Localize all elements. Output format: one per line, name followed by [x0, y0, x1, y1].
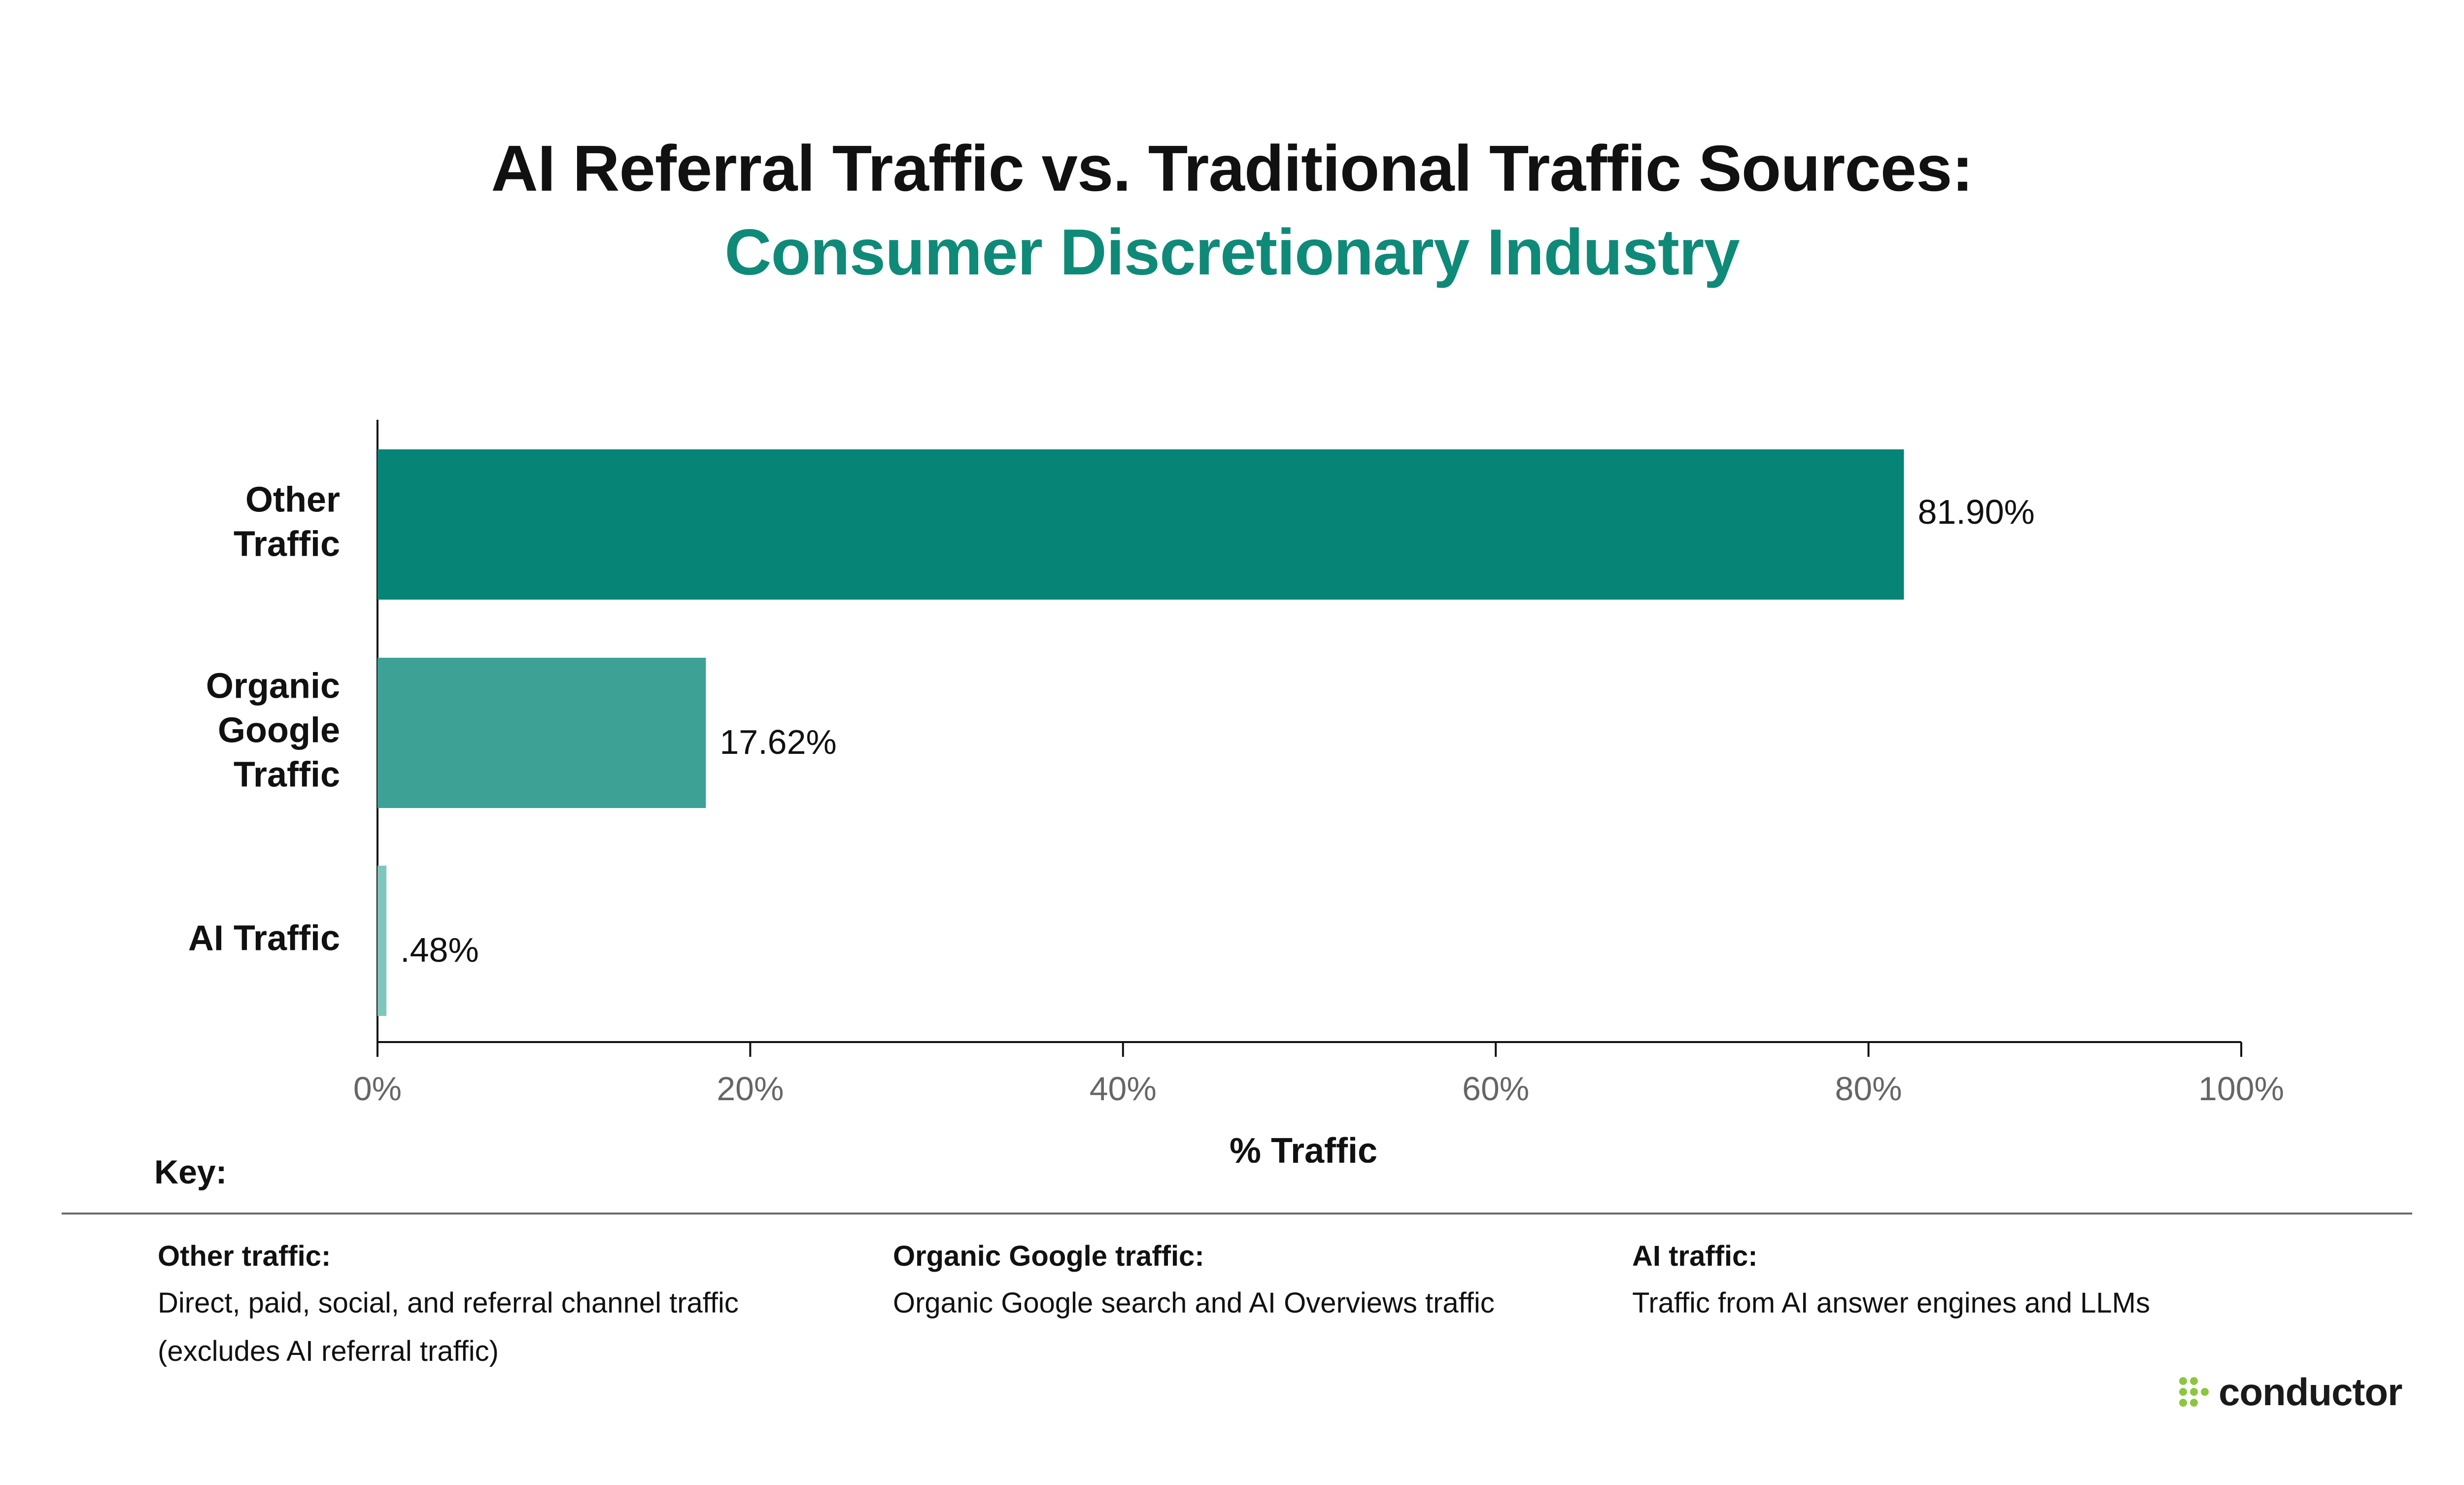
key-divider [62, 1213, 2412, 1215]
key-desc-ai: Traffic from AI answer engines and LLMs [1632, 1287, 2150, 1319]
category-label: Organic Google Traffic [206, 667, 340, 795]
bar [377, 866, 387, 1016]
x-tick-label: 80% [1835, 1070, 1902, 1108]
logo-text: conductor [2219, 1370, 2402, 1414]
x-axis-title: % Traffic [1230, 1131, 1377, 1163]
x-tick-label: 20% [717, 1070, 784, 1108]
conductor-logo: conductor [2178, 1365, 2402, 1419]
category-label: Other Traffic [234, 480, 340, 564]
data-label: 81.90% [1917, 493, 2034, 531]
key-desc-organic-google: Organic Google search and AI Overviews t… [893, 1287, 1495, 1319]
key-heading-ai: AI traffic: [1632, 1240, 1758, 1272]
key-desc-other-line-1: Direct, paid, social, and referral chann… [158, 1287, 739, 1319]
category-label: AI Traffic [188, 919, 340, 958]
chart-title: AI Referral Traffic vs. Traditional Traf… [491, 132, 1973, 204]
data-label: 17.62% [719, 723, 836, 761]
bar [377, 449, 1904, 600]
key-heading-organic-google: Organic Google traffic: [893, 1240, 1204, 1272]
x-tick-label: 40% [1090, 1070, 1157, 1108]
x-tick-label: 0% [353, 1070, 402, 1108]
key-item-ai: AI traffic: Traffic from AI answer engin… [1632, 1237, 2332, 1327]
bar-chart: 0% 20% 40% 60% 80% 100% % Traffic 81.90% Other Tr… [188, 420, 2284, 1163]
bar [377, 658, 706, 808]
key-title: Key: [154, 1153, 227, 1191]
key-desc-other-line-2: (excludes AI referral traffic) [158, 1335, 499, 1367]
data-label: .48% [400, 931, 479, 969]
key-heading-other: Other traffic: [158, 1240, 331, 1272]
dots-grid-icon [2179, 1377, 2209, 1407]
x-tick-label: 100% [2198, 1070, 2284, 1108]
key-item-other: Other traffic: Direct, paid, social, and… [158, 1237, 857, 1376]
x-tick-label: 60% [1462, 1070, 1529, 1108]
key-item-organic-google: Organic Google traffic: Organic Google s… [893, 1237, 1593, 1327]
chart-subtitle: Consumer Discretionary Industry [724, 216, 1740, 288]
